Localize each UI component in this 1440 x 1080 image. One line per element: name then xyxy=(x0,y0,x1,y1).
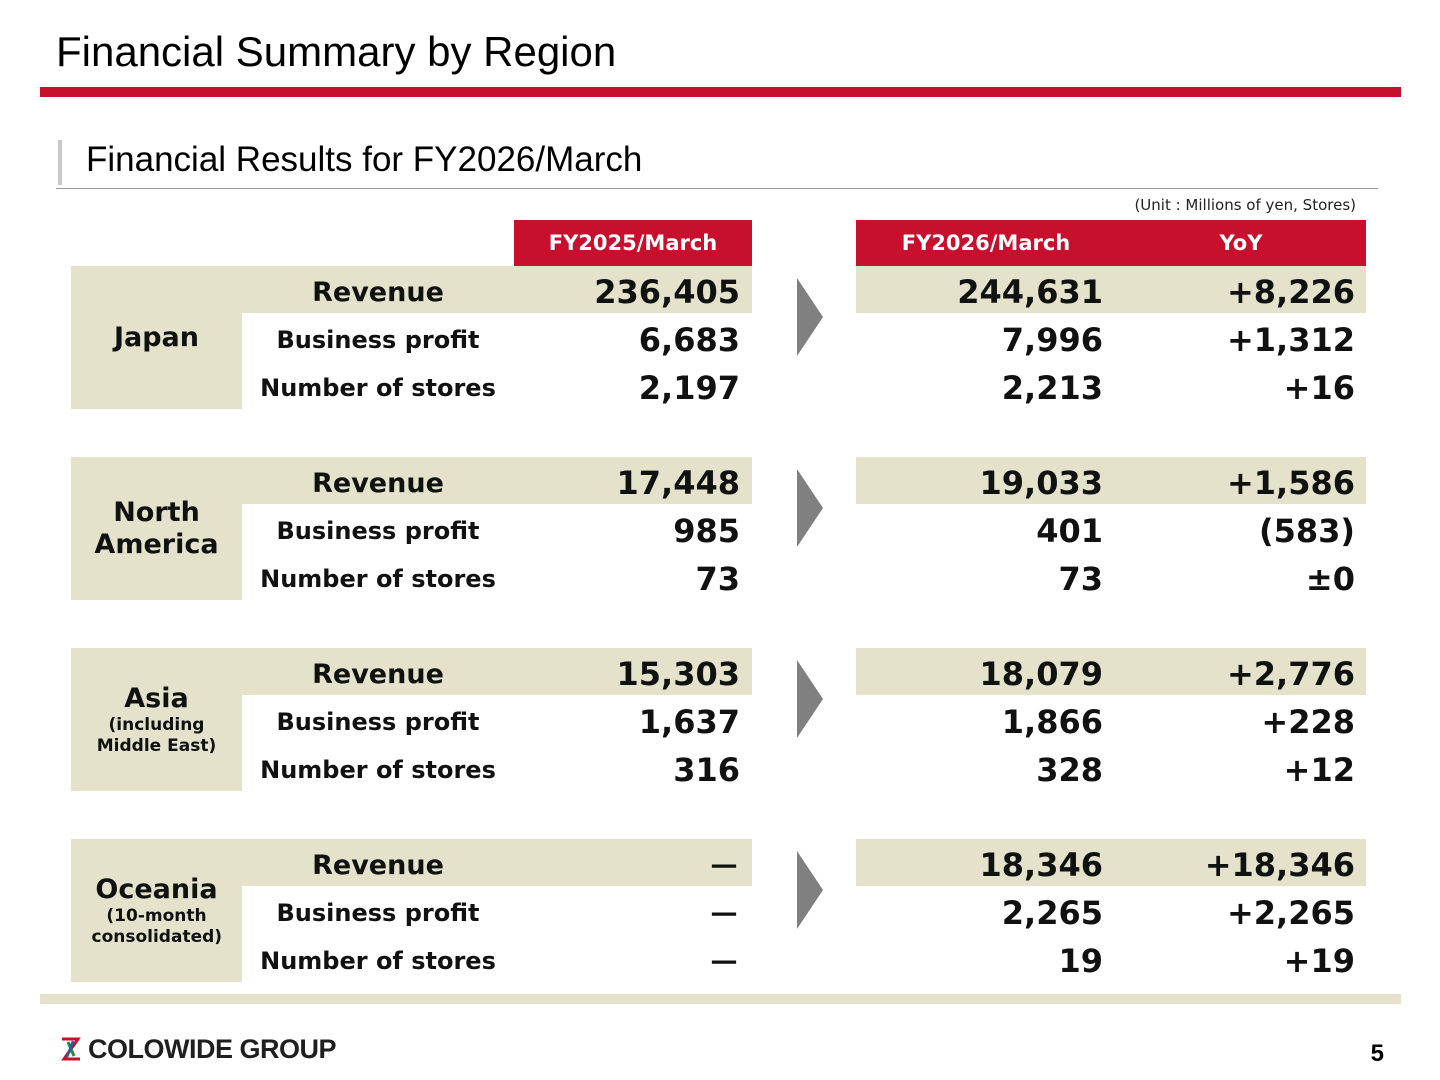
revenue-band-prev xyxy=(242,266,752,313)
value-fy2025-stores: 73 xyxy=(695,560,740,598)
revenue-band-cur xyxy=(856,266,1366,313)
title-underline xyxy=(40,87,1401,97)
region-name: Oceania xyxy=(95,873,218,905)
value-yoy-profit: +1,312 xyxy=(1226,321,1355,359)
region-label-asia: Asia (including Middle East) xyxy=(71,648,242,791)
metric-label-stores: Number of stores xyxy=(260,947,496,975)
revenue-band-cur xyxy=(856,648,1366,695)
value-yoy-profit: +2,265 xyxy=(1226,894,1355,932)
value-yoy-stores: ±0 xyxy=(1305,560,1355,598)
region-name: Asia xyxy=(124,682,189,714)
value-fy2025-stores: － xyxy=(707,944,740,982)
metric-label-profit: Business profit xyxy=(276,708,480,736)
arrow-right-icon xyxy=(797,469,823,547)
header-fy2025: FY2025/March xyxy=(514,220,752,266)
value-fy2025-revenue: 236,405 xyxy=(594,273,740,311)
value-fy2026-stores: 328 xyxy=(1036,751,1103,789)
arrow-right-icon xyxy=(797,660,823,738)
revenue-band-cur xyxy=(856,839,1366,886)
value-yoy-stores: +12 xyxy=(1283,751,1355,789)
value-fy2025-profit: － xyxy=(707,896,740,934)
revenue-band-prev xyxy=(242,457,752,504)
value-fy2025-revenue: － xyxy=(707,848,740,886)
revenue-band-cur xyxy=(856,457,1366,504)
page-title: Financial Summary by Region xyxy=(56,28,617,75)
page-number: 5 xyxy=(1370,1040,1384,1067)
metric-label-profit: Business profit xyxy=(276,899,480,927)
revenue-band-prev xyxy=(242,648,752,695)
value-fy2026-revenue: 18,346 xyxy=(979,846,1103,884)
colowide-logo-icon xyxy=(61,1037,81,1061)
revenue-band-prev xyxy=(242,839,752,886)
value-fy2026-profit: 2,265 xyxy=(1001,894,1103,932)
metric-label-profit: Business profit xyxy=(276,517,480,545)
value-fy2025-profit: 985 xyxy=(673,512,740,550)
value-yoy-revenue: +1,586 xyxy=(1226,464,1355,502)
region-note: (10-month consolidated) xyxy=(91,905,223,947)
value-fy2025-revenue: 17,448 xyxy=(616,464,740,502)
footer-rule xyxy=(40,994,1401,1004)
arrow-right-icon xyxy=(797,278,823,356)
value-fy2026-stores: 19 xyxy=(1058,942,1103,980)
region-label-japan: Japan xyxy=(71,266,242,409)
subtitle-rule xyxy=(56,188,1378,189)
value-yoy-profit: (583) xyxy=(1258,512,1355,550)
value-yoy-stores: +19 xyxy=(1283,942,1355,980)
metric-label-revenue: Revenue xyxy=(312,467,444,499)
unit-note: (Unit : Millions of yen, Stores) xyxy=(1134,196,1356,214)
value-yoy-profit: +228 xyxy=(1261,703,1355,741)
value-yoy-revenue: +8,226 xyxy=(1226,273,1355,311)
metric-label-stores: Number of stores xyxy=(260,565,496,593)
arrow-right-icon xyxy=(797,851,823,929)
value-yoy-revenue: +2,776 xyxy=(1226,655,1355,693)
subtitle-marker xyxy=(58,140,62,185)
logo-text: COLOWIDE GROUP xyxy=(88,1033,337,1064)
region-name: Japan xyxy=(113,321,200,353)
value-fy2026-revenue: 18,079 xyxy=(979,655,1103,693)
metric-label-revenue: Revenue xyxy=(312,849,444,881)
value-yoy-revenue: +18,346 xyxy=(1204,846,1355,884)
value-fy2026-stores: 2,213 xyxy=(1001,369,1103,407)
header-fy2026: FY2026/March xyxy=(856,220,1116,266)
value-fy2025-profit: 1,637 xyxy=(638,703,740,741)
metric-label-revenue: Revenue xyxy=(312,276,444,308)
metric-label-stores: Number of stores xyxy=(260,374,496,402)
metric-label-revenue: Revenue xyxy=(312,658,444,690)
header-yoy: YoY xyxy=(1116,220,1366,266)
value-fy2025-stores: 316 xyxy=(673,751,740,789)
metric-label-stores: Number of stores xyxy=(260,756,496,784)
value-yoy-stores: +16 xyxy=(1283,369,1355,407)
value-fy2026-revenue: 19,033 xyxy=(979,464,1103,502)
value-fy2025-profit: 6,683 xyxy=(638,321,740,359)
company-logo: COLOWIDE GROUP xyxy=(58,1033,337,1064)
section-subtitle: Financial Results for FY2026/March xyxy=(86,140,643,179)
metric-label-profit: Business profit xyxy=(276,326,480,354)
value-fy2026-profit: 401 xyxy=(1036,512,1103,550)
value-fy2026-profit: 7,996 xyxy=(1001,321,1103,359)
value-fy2026-revenue: 244,631 xyxy=(957,273,1103,311)
region-note: (including Middle East) xyxy=(96,714,217,756)
value-fy2025-stores: 2,197 xyxy=(638,369,740,407)
value-fy2026-profit: 1,866 xyxy=(1001,703,1103,741)
value-fy2025-revenue: 15,303 xyxy=(616,655,740,693)
region-label-oceania: Oceania (10-month consolidated) xyxy=(71,839,242,982)
region-name: North America xyxy=(94,496,219,560)
value-fy2026-stores: 73 xyxy=(1058,560,1103,598)
region-label-north-america: North America xyxy=(71,457,242,600)
